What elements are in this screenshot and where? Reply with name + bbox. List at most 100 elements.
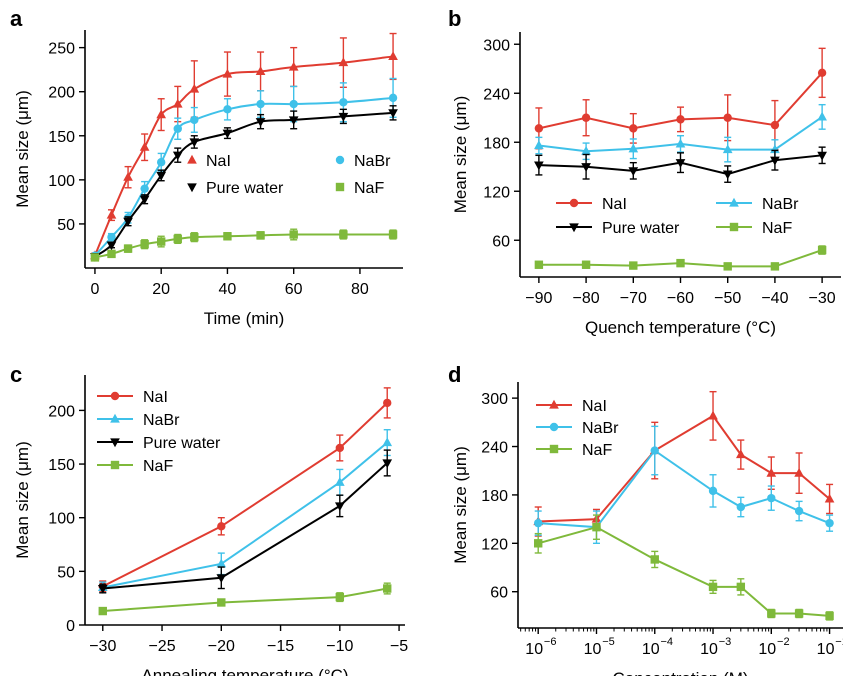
data-point xyxy=(289,230,298,239)
data-point xyxy=(256,231,265,240)
data-point xyxy=(723,262,732,271)
y-axis-title: Mean size (μm) xyxy=(451,96,470,213)
series-line xyxy=(102,402,388,588)
x-tick-label: 10 xyxy=(700,641,718,658)
data-point xyxy=(722,144,733,154)
legend-label: Pure water xyxy=(143,435,221,452)
x-tick-label: 0 xyxy=(90,281,99,298)
legend-label: NaI xyxy=(143,389,168,406)
panel-c: c −30 −25 −20 −15 −10 −5 0 50 100 150 200 Annealing … xyxy=(10,362,408,676)
x-tick-label: 80 xyxy=(351,281,369,298)
data-point xyxy=(708,582,718,592)
legend: NaI NaBr Pure water NaF xyxy=(97,389,221,475)
x-tick-label: −5 xyxy=(390,638,408,655)
data-point xyxy=(216,558,227,568)
data-point xyxy=(767,609,776,618)
data-point xyxy=(123,217,133,227)
series-naf xyxy=(98,582,392,616)
data-point xyxy=(736,502,746,512)
data-point xyxy=(629,124,638,133)
data-point xyxy=(675,159,686,168)
legend-label: NaI xyxy=(602,196,627,213)
legend-item: NaF xyxy=(536,442,612,459)
data-point xyxy=(534,140,544,150)
data-point xyxy=(581,260,591,269)
data-point xyxy=(339,230,348,239)
data-point xyxy=(723,113,732,122)
series-pure-water xyxy=(97,449,393,594)
data-point xyxy=(824,493,835,503)
legend-marker xyxy=(569,223,579,233)
data-point xyxy=(581,145,591,155)
data-point xyxy=(334,502,345,512)
data-point xyxy=(388,51,398,61)
data-point xyxy=(817,245,827,255)
legend-marker xyxy=(110,413,120,423)
panel-d: d10−610−510−410−310−210−160120180240300C… xyxy=(448,362,843,676)
x-tick-label: −80 xyxy=(573,290,600,307)
data-point xyxy=(189,83,200,93)
series-line xyxy=(538,449,830,529)
data-point xyxy=(722,170,733,180)
x-axis-title: Quench temperature (°C) xyxy=(585,318,776,337)
x-tick-label: 40 xyxy=(219,281,237,298)
legend-marker xyxy=(335,182,345,192)
data-point xyxy=(335,443,345,453)
x-tick-label: −70 xyxy=(620,290,647,307)
panel-label: b xyxy=(448,6,461,31)
series-nai xyxy=(533,390,835,537)
data-point xyxy=(189,138,200,148)
x-tick-exponent: −6 xyxy=(544,636,557,648)
y-tick-label: 200 xyxy=(48,403,75,420)
data-point xyxy=(825,611,834,621)
data-point xyxy=(581,163,591,172)
y-tick-label: 0 xyxy=(66,618,75,635)
x-tick-label: −90 xyxy=(525,290,552,307)
x-tick-label: −25 xyxy=(148,638,175,655)
legend-marker xyxy=(549,444,559,454)
x-tick-label: 20 xyxy=(152,281,170,298)
legend-label: NaI xyxy=(582,398,607,415)
panel-label: a xyxy=(10,6,23,31)
x-tick-label: −30 xyxy=(809,290,836,307)
fit-curve xyxy=(94,96,394,257)
legend-item: Pure water xyxy=(556,220,680,237)
data-point xyxy=(534,518,543,528)
data-point xyxy=(628,143,639,153)
legend-label: NaF xyxy=(143,458,173,475)
data-point xyxy=(107,249,116,259)
data-point xyxy=(676,115,685,124)
x-tick-exponent: −3 xyxy=(719,636,732,648)
data-point xyxy=(534,539,543,548)
data-point xyxy=(172,151,183,161)
data-point xyxy=(382,459,393,469)
series-line xyxy=(102,462,388,590)
y-axis-title: Mean size (μm) xyxy=(13,441,32,558)
data-point xyxy=(139,195,150,205)
legend-item: NaBr xyxy=(536,420,619,437)
data-point xyxy=(334,477,345,486)
data-point xyxy=(794,506,804,516)
data-point xyxy=(338,57,349,67)
y-tick-label: 50 xyxy=(57,217,75,234)
y-tick-label: 120 xyxy=(483,184,510,201)
y-tick-label: 120 xyxy=(481,536,508,553)
legend-item: NaBr xyxy=(97,412,180,429)
data-point xyxy=(190,232,199,242)
data-point xyxy=(190,115,199,125)
data-point xyxy=(106,209,117,219)
series-nai xyxy=(534,47,827,151)
data-point xyxy=(770,262,780,271)
y-axis-title: Mean size (μm) xyxy=(13,90,32,207)
x-axis-title: Concentration (M) xyxy=(612,669,748,676)
data-point xyxy=(140,240,149,249)
series-nabr xyxy=(534,425,834,545)
legend-marker xyxy=(187,154,197,164)
data-point xyxy=(140,184,149,193)
legend-item: NaI xyxy=(536,398,607,415)
y-tick-label: 150 xyxy=(48,129,75,146)
data-point xyxy=(383,398,392,408)
data-point xyxy=(388,230,398,239)
legend-label: NaBr xyxy=(354,153,391,170)
